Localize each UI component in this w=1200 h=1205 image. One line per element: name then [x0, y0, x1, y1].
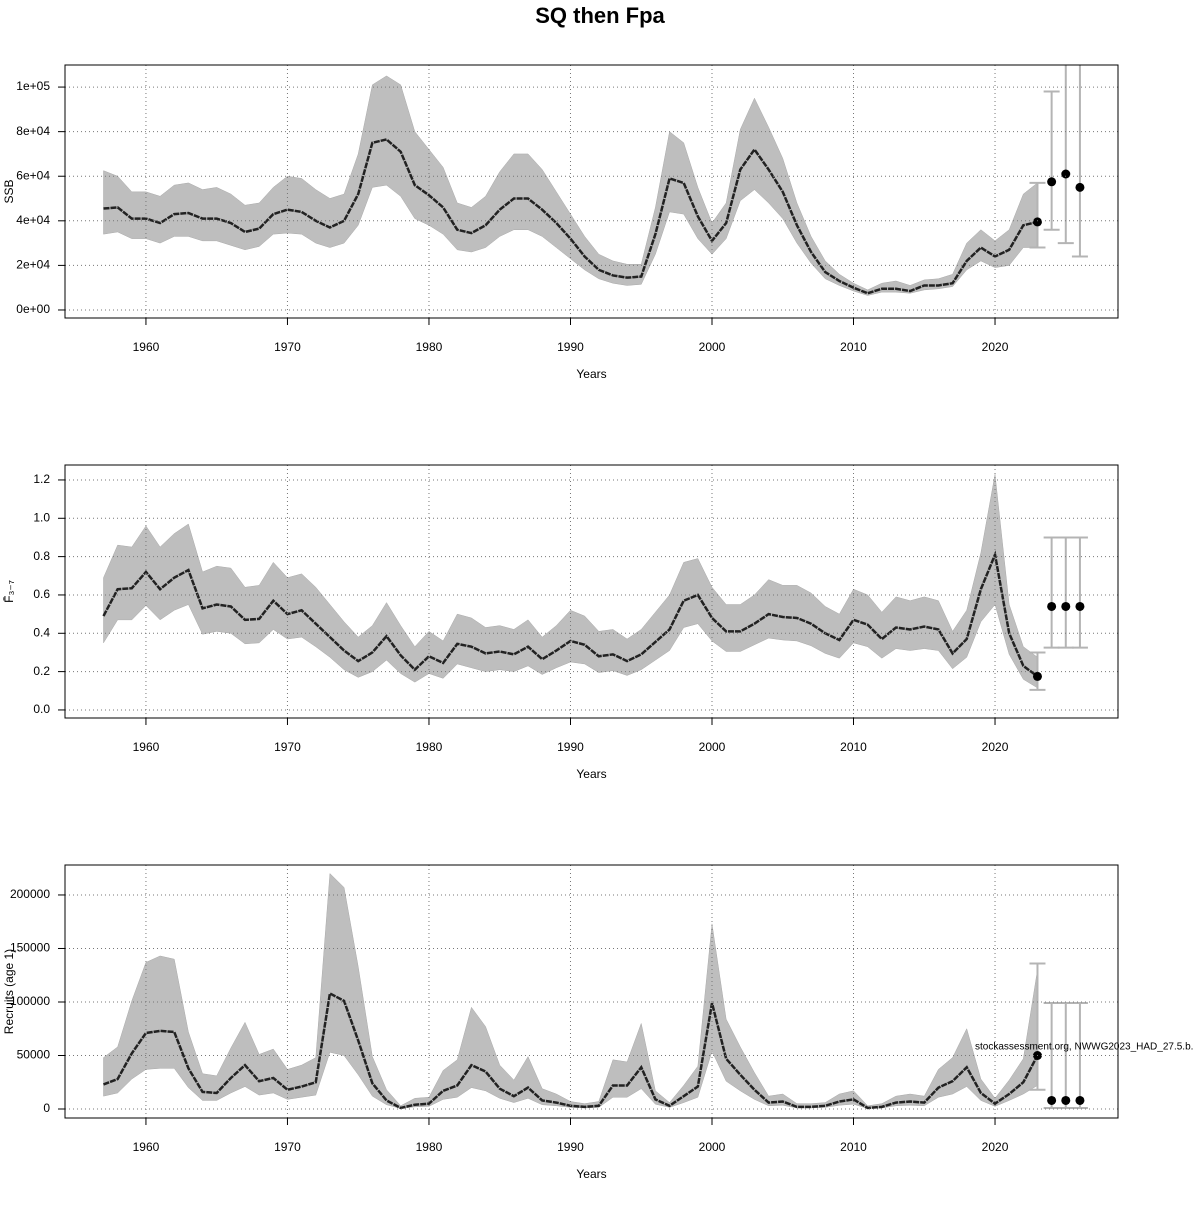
x-tick-label: 2000	[699, 340, 726, 354]
plot-frame	[64, 464, 1119, 719]
annotation: stockassessment.org, NWWG2023_HAD_27.5.b…	[975, 1042, 1193, 1053]
y-tick-label: 0.6	[33, 587, 50, 601]
y-tick-label: 1.2	[33, 472, 50, 486]
y-axis-label: SSB	[2, 179, 16, 203]
y-tick-label: 0.2	[33, 664, 50, 678]
forecast-point	[1047, 177, 1057, 187]
y-tick-label: 0.4	[33, 625, 50, 639]
plot-area	[102, 474, 1088, 691]
x-tick-label: 2020	[982, 1140, 1009, 1154]
x-tick-label: 2010	[840, 340, 867, 354]
x-axis-label: Years	[576, 367, 606, 381]
x-tick-label: 1960	[133, 1140, 160, 1154]
y-tick-label: 6e+04	[16, 168, 50, 182]
x-tick-label: 1970	[274, 740, 301, 754]
y-tick-label: 1.0	[33, 510, 50, 524]
y-tick-label: 2e+04	[16, 258, 50, 272]
forecast-point	[1075, 182, 1085, 192]
x-axis-label: Years	[576, 1167, 606, 1181]
x-tick-label: 1980	[416, 340, 443, 354]
chart-title: SQ then Fpa	[535, 3, 665, 28]
x-tick-label: 2000	[699, 1140, 726, 1154]
x-tick-label: 2000	[699, 740, 726, 754]
y-axis-label: F̄₃₋₇	[2, 580, 16, 603]
plot-area	[103, 65, 1088, 296]
y-tick-label: 1e+05	[16, 79, 50, 93]
y-tick-label: 4e+04	[16, 213, 50, 227]
x-tick-label: 1970	[274, 1140, 301, 1154]
forecast-point	[1061, 1095, 1071, 1105]
plot-area	[103, 873, 1088, 1110]
forecast-point	[1047, 601, 1057, 611]
forecast-point	[1032, 671, 1042, 681]
x-tick-label: 2010	[840, 1140, 867, 1154]
plot-frame	[64, 864, 1119, 1119]
y-tick-label: 100000	[10, 994, 50, 1008]
estimate-line	[103, 138, 1038, 295]
y-tick-label: 8e+04	[16, 124, 50, 138]
forecast-point	[1075, 601, 1085, 611]
plot-frame	[64, 64, 1119, 319]
x-tick-label: 2020	[982, 340, 1009, 354]
y-tick-label: 150000	[10, 941, 50, 955]
x-tick-label: 2020	[982, 740, 1009, 754]
x-tick-label: 2010	[840, 740, 867, 754]
estimate-line	[102, 550, 1039, 678]
x-axis-label: Years	[576, 767, 606, 781]
forecast-point	[1061, 169, 1071, 179]
forecast-point	[1075, 1095, 1085, 1105]
y-tick-label: 0	[43, 1101, 50, 1115]
forecast-point	[1047, 1095, 1057, 1105]
y-tick-label: 0.0	[33, 702, 50, 716]
x-tick-label: 1980	[416, 740, 443, 754]
x-tick-label: 1990	[557, 340, 584, 354]
y-tick-label: 200000	[10, 887, 50, 901]
x-tick-label: 1970	[274, 340, 301, 354]
x-tick-label: 1990	[557, 1140, 584, 1154]
x-tick-label: 1960	[133, 740, 160, 754]
forecast-point	[1061, 601, 1071, 611]
x-tick-label: 1980	[416, 1140, 443, 1154]
forecast-point	[1032, 217, 1042, 227]
y-axis-label: Recruits (age 1)	[2, 949, 16, 1034]
y-tick-label: 50000	[17, 1048, 51, 1062]
x-tick-label: 1960	[133, 340, 160, 354]
y-tick-label: 0e+00	[16, 302, 50, 316]
y-tick-label: 0.8	[33, 549, 50, 563]
x-tick-label: 1990	[557, 740, 584, 754]
